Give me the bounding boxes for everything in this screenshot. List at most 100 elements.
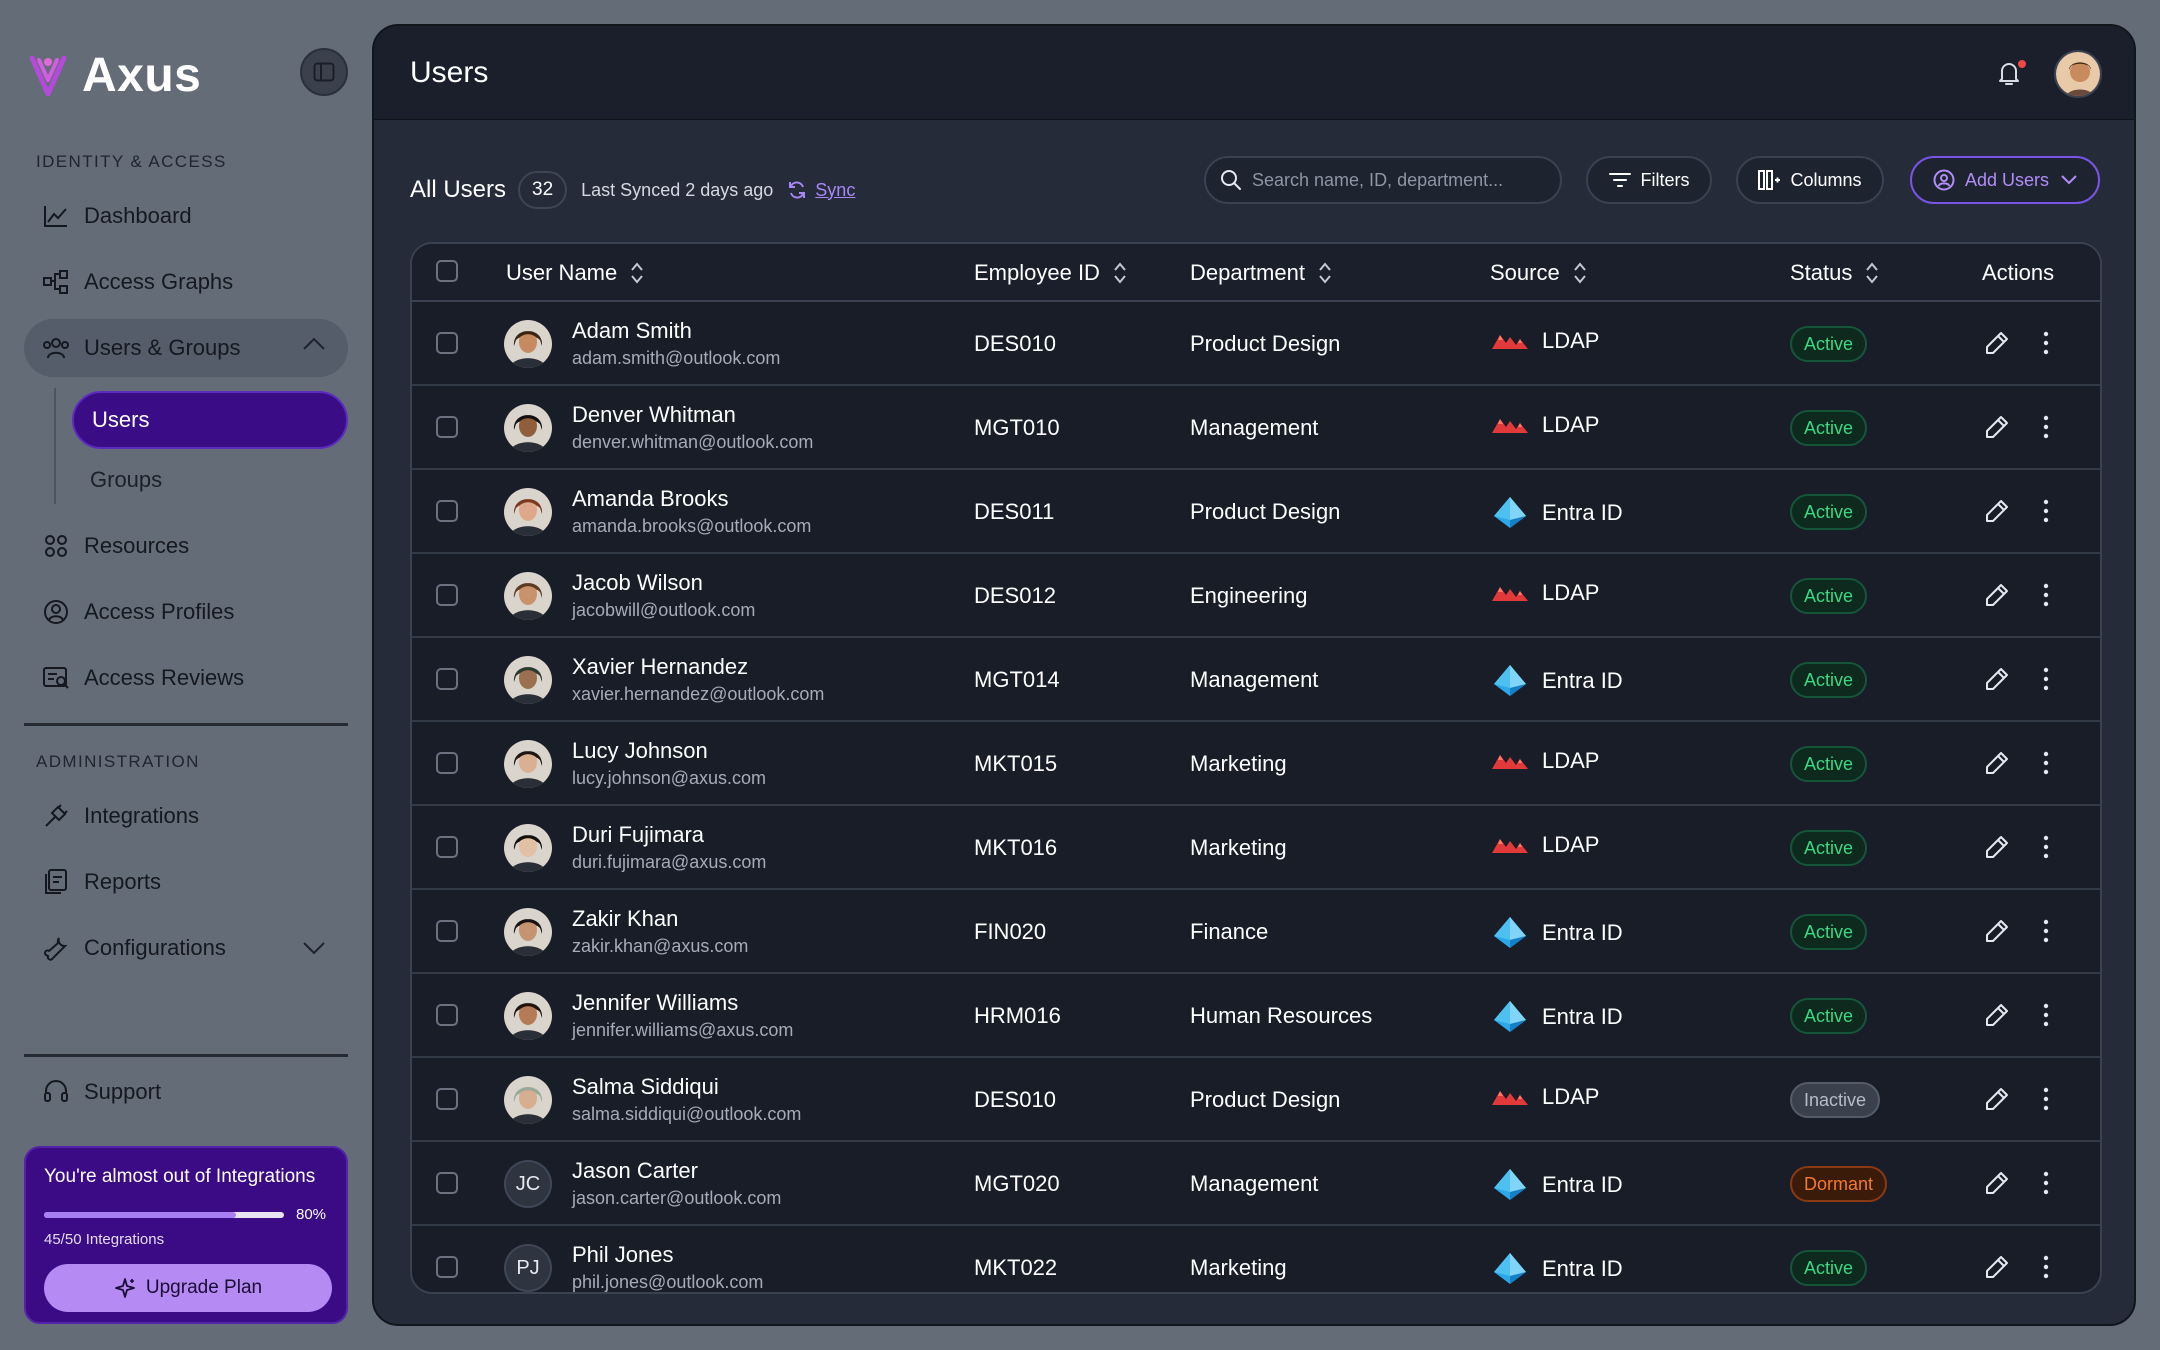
edit-button[interactable] [1984,498,2010,529]
current-user-avatar[interactable] [2054,50,2102,98]
nav-users[interactable]: Users [72,391,348,449]
nav-integrations[interactable]: Integrations [24,787,348,845]
table-row[interactable]: Amanda Brooks amanda.brooks@outlook.com … [412,470,2100,554]
user-avatar[interactable] [504,1076,552,1124]
more-actions-button[interactable] [2042,1002,2050,1033]
row-checkbox[interactable] [436,1088,458,1110]
user-name[interactable]: Lucy Johnson [572,738,708,763]
edit-button[interactable] [1984,582,2010,613]
user-name[interactable]: Adam Smith [572,318,692,343]
select-all-checkbox[interactable] [436,260,458,282]
nav-access-reviews[interactable]: Access Reviews [24,649,348,707]
table-row[interactable]: Jennifer Williams jennifer.williams@axus… [412,974,2100,1058]
user-name[interactable]: Phil Jones [572,1242,674,1267]
more-actions-button[interactable] [2042,666,2050,697]
table-row[interactable]: Denver Whitman denver.whitman@outlook.co… [412,386,2100,470]
col-source[interactable]: Source [1490,260,1586,286]
edit-button[interactable] [1984,750,2010,781]
add-users-button[interactable]: Add Users [1910,156,2100,204]
user-name[interactable]: Duri Fujimara [572,822,705,847]
more-actions-button[interactable] [2042,1254,2050,1285]
nav-reports[interactable]: Reports [24,853,348,911]
user-name[interactable]: Jason Carter [572,1158,698,1183]
row-checkbox[interactable] [436,920,458,942]
row-checkbox[interactable] [436,1004,458,1026]
table-row[interactable]: Jacob Wilson jacobwill@outlook.com DES01… [412,554,2100,638]
user-name[interactable]: Zakir Khan [572,906,679,931]
edit-button[interactable] [1984,414,2010,445]
user-name[interactable]: Jennifer Williams [572,990,739,1015]
more-actions-button[interactable] [2042,414,2050,445]
row-checkbox[interactable] [436,1256,458,1278]
nav-groups[interactable]: Groups [72,451,348,509]
user-avatar[interactable] [504,992,552,1040]
user-avatar[interactable] [504,320,552,368]
row-checkbox[interactable] [436,752,458,774]
row-checkbox[interactable] [436,1172,458,1194]
user-avatar[interactable] [504,488,552,536]
edit-button[interactable] [1984,1002,2010,1033]
table-row[interactable]: Xavier Hernandez xavier.hernandez@outloo… [412,638,2100,722]
search-input[interactable] [1252,169,1542,191]
row-checkbox[interactable] [436,584,458,606]
row-checkbox[interactable] [436,416,458,438]
more-actions-button[interactable] [2042,1170,2050,1201]
bell-icon[interactable] [1994,58,2024,88]
more-actions-button[interactable] [2042,498,2050,529]
filters-button[interactable]: Filters [1586,156,1712,204]
upgrade-plan-button[interactable]: Upgrade Plan [44,1264,332,1312]
row-checkbox[interactable] [436,668,458,690]
user-name[interactable]: Xavier Hernandez [572,654,749,679]
nav-access-profiles[interactable]: Access Profiles [24,583,348,641]
edit-button[interactable] [1984,1170,2010,1201]
row-checkbox[interactable] [436,836,458,858]
edit-button[interactable] [1984,330,2010,361]
nav-support[interactable]: Support [24,1063,348,1121]
nav-access-graphs[interactable]: Access Graphs [24,253,348,311]
sync-link[interactable]: Sync [787,180,855,201]
chevron-down-icon[interactable] [302,941,326,955]
edit-button[interactable] [1984,918,2010,949]
table-row[interactable]: JC Jason Carter jason.carter@outlook.com… [412,1142,2100,1226]
more-actions-button[interactable] [2042,834,2050,865]
row-checkbox[interactable] [436,500,458,522]
edit-button[interactable] [1984,666,2010,697]
user-name[interactable]: Amanda Brooks [572,486,729,511]
user-name[interactable]: Denver Whitman [572,402,736,427]
col-user-name[interactable]: User Name [506,260,644,286]
table-row[interactable]: PJ Phil Jones phil.jones@outlook.com MKT… [412,1226,2100,1292]
user-name[interactable]: Salma Siddiqui [572,1074,719,1099]
nav-users-groups[interactable]: Users & Groups [24,319,348,377]
col-status[interactable]: Status [1790,260,1879,286]
user-avatar-initials[interactable]: JC [504,1160,552,1208]
nav-resources[interactable]: Resources [24,517,348,575]
row-checkbox[interactable] [436,332,458,354]
nav-configurations[interactable]: Configurations [24,919,348,977]
user-avatar[interactable] [504,740,552,788]
columns-button[interactable]: Columns [1736,156,1884,204]
chevron-up-icon[interactable] [302,337,326,351]
user-avatar[interactable] [504,404,552,452]
table-row[interactable]: Zakir Khan zakir.khan@axus.com FIN020 Fi… [412,890,2100,974]
user-avatar-initials[interactable]: PJ [504,1244,552,1292]
more-actions-button[interactable] [2042,750,2050,781]
col-employee-id[interactable]: Employee ID [974,260,1126,286]
table-row[interactable]: Lucy Johnson lucy.johnson@axus.com MKT01… [412,722,2100,806]
search-box[interactable] [1204,156,1562,204]
more-actions-button[interactable] [2042,918,2050,949]
edit-button[interactable] [1984,1254,2010,1285]
app-logo[interactable]: Axus [28,48,201,103]
edit-button[interactable] [1984,1086,2010,1117]
user-avatar[interactable] [504,824,552,872]
nav-dashboard[interactable]: Dashboard [24,187,348,245]
more-actions-button[interactable] [2042,330,2050,361]
col-department[interactable]: Department [1190,260,1331,286]
more-actions-button[interactable] [2042,582,2050,613]
edit-button[interactable] [1984,834,2010,865]
user-name[interactable]: Jacob Wilson [572,570,703,595]
table-row[interactable]: Salma Siddiqui salma.siddiqui@outlook.co… [412,1058,2100,1142]
user-avatar[interactable] [504,908,552,956]
table-row[interactable]: Adam Smith adam.smith@outlook.com DES010… [412,302,2100,386]
table-row[interactable]: Duri Fujimara duri.fujimara@axus.com MKT… [412,806,2100,890]
collapse-sidebar-button[interactable] [300,48,348,96]
